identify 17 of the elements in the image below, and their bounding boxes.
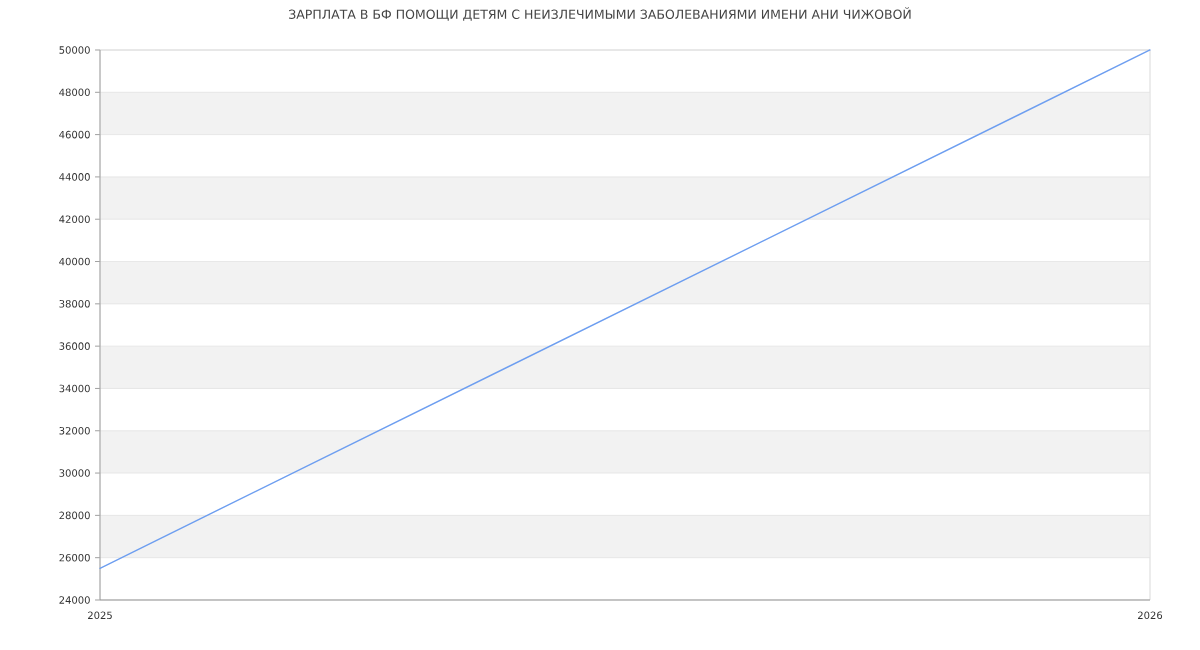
y-tick-label: 28000 xyxy=(59,511,90,520)
y-tick-label: 30000 xyxy=(59,469,90,477)
x-tick-label: 2026 xyxy=(1138,611,1163,620)
y-tick-label: 34000 xyxy=(59,384,90,393)
y-tick-label: 40000 xyxy=(59,257,90,266)
chart-title: ЗАРПЛАТА В БФ ПОМОЩИ ДЕТЯМ С НЕИЗЛЕЧИМЫМИ ЗАБОЛЕВАНИЯМИ ИМЕНИ АНИ ЧИЖОВОЙ xyxy=(289,7,911,21)
y-tick-label: 50000 xyxy=(59,46,90,54)
y-tick-label: 32000 xyxy=(59,426,90,435)
y-tick-label: 48000 xyxy=(59,88,90,97)
y-tick-label: 36000 xyxy=(59,342,90,350)
x-tick-label: 2025 xyxy=(88,611,112,620)
y-tick-label: 24000 xyxy=(59,596,90,604)
y-tick-label: 42000 xyxy=(59,215,90,223)
y-tick-label: 44000 xyxy=(59,173,90,181)
y-tick-label: 38000 xyxy=(59,300,90,308)
y-tick-label: 26000 xyxy=(59,553,90,562)
y-tick-label: 46000 xyxy=(59,130,90,139)
